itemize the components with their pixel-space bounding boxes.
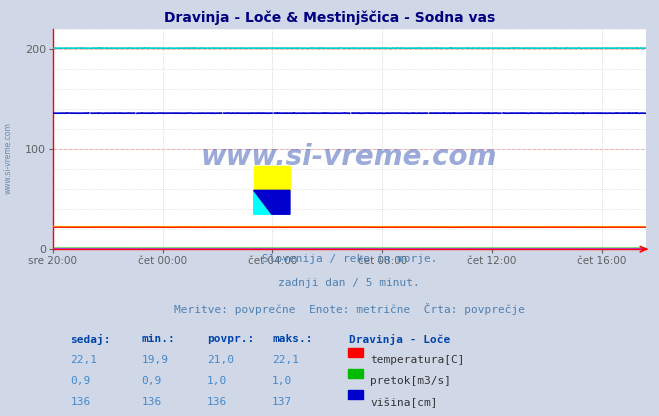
Bar [348,369,363,378]
Text: temperatura[C]: temperatura[C] [370,355,465,365]
Text: maks.:: maks.: [272,334,312,344]
Bar [348,390,363,399]
Text: pretok[m3/s]: pretok[m3/s] [370,376,451,386]
Text: www.si-vreme.com: www.si-vreme.com [4,122,13,194]
Text: www.si-vreme.com: www.si-vreme.com [201,143,498,171]
Polygon shape [254,190,290,214]
Text: Meritve: povprečne  Enote: metrične  Črta: povprečje: Meritve: povprečne Enote: metrične Črta:… [174,303,525,315]
Polygon shape [254,190,272,214]
Text: 1,0: 1,0 [207,376,227,386]
Text: Slovenija / reke in morje.: Slovenija / reke in morje. [262,254,437,264]
Text: min.:: min.: [142,334,175,344]
Text: sedaj:: sedaj: [71,334,111,345]
Text: povpr.:: povpr.: [207,334,254,344]
Text: 0,9: 0,9 [71,376,91,386]
Text: Dravinja - Loče & Mestinjščica - Sodna vas: Dravinja - Loče & Mestinjščica - Sodna v… [164,10,495,25]
Text: 22,1: 22,1 [71,355,98,365]
Bar [348,348,363,357]
Text: 21,0: 21,0 [207,355,234,365]
Text: 22,1: 22,1 [272,355,299,365]
Text: 0,9: 0,9 [142,376,162,386]
Text: višina[cm]: višina[cm] [370,397,438,408]
Text: 136: 136 [207,397,227,407]
Text: zadnji dan / 5 minut.: zadnji dan / 5 minut. [278,278,420,288]
Text: 137: 137 [272,397,293,407]
Text: 136: 136 [142,397,162,407]
Text: 136: 136 [71,397,91,407]
FancyBboxPatch shape [254,166,290,190]
Text: Dravinja - Loče: Dravinja - Loče [349,334,451,345]
Text: 19,9: 19,9 [142,355,169,365]
Text: 1,0: 1,0 [272,376,293,386]
